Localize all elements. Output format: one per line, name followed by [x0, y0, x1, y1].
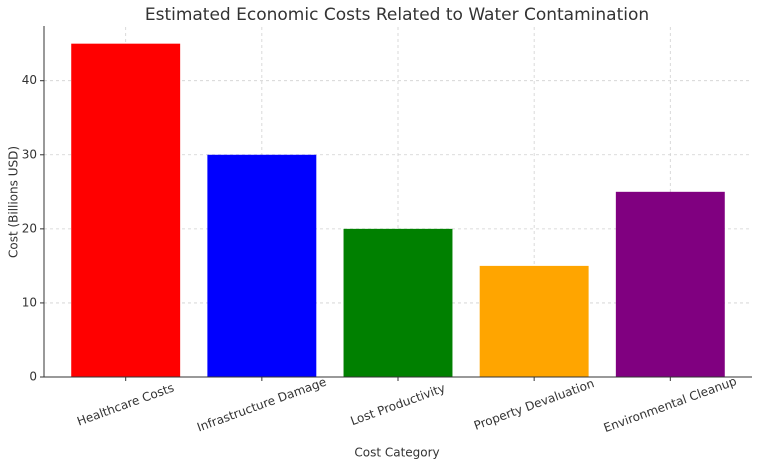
bar: [615, 191, 725, 377]
x-tick-label: Environmental Cleanup: [602, 374, 739, 435]
y-tick-label: 10: [22, 295, 37, 309]
x-tick-label: Healthcare Costs: [75, 380, 176, 428]
bar: [479, 265, 589, 377]
x-axis-label: Cost Category: [354, 446, 439, 460]
x-tick-label: Property Devaluation: [472, 376, 596, 433]
bar: [343, 228, 453, 377]
y-axis-label: Cost (Billions USD): [7, 146, 21, 258]
y-tick-label: 20: [22, 221, 37, 235]
y-tick-label: 40: [22, 73, 37, 87]
x-tick-label: Lost Productivity: [349, 381, 448, 428]
chart-title: Estimated Economic Costs Related to Wate…: [145, 5, 649, 25]
y-tick-label: 0: [29, 370, 37, 384]
y-tick-label: 30: [22, 147, 37, 161]
x-tick-label: Infrastructure Damage: [195, 375, 328, 435]
bar: [71, 43, 181, 378]
bar: [207, 154, 317, 377]
